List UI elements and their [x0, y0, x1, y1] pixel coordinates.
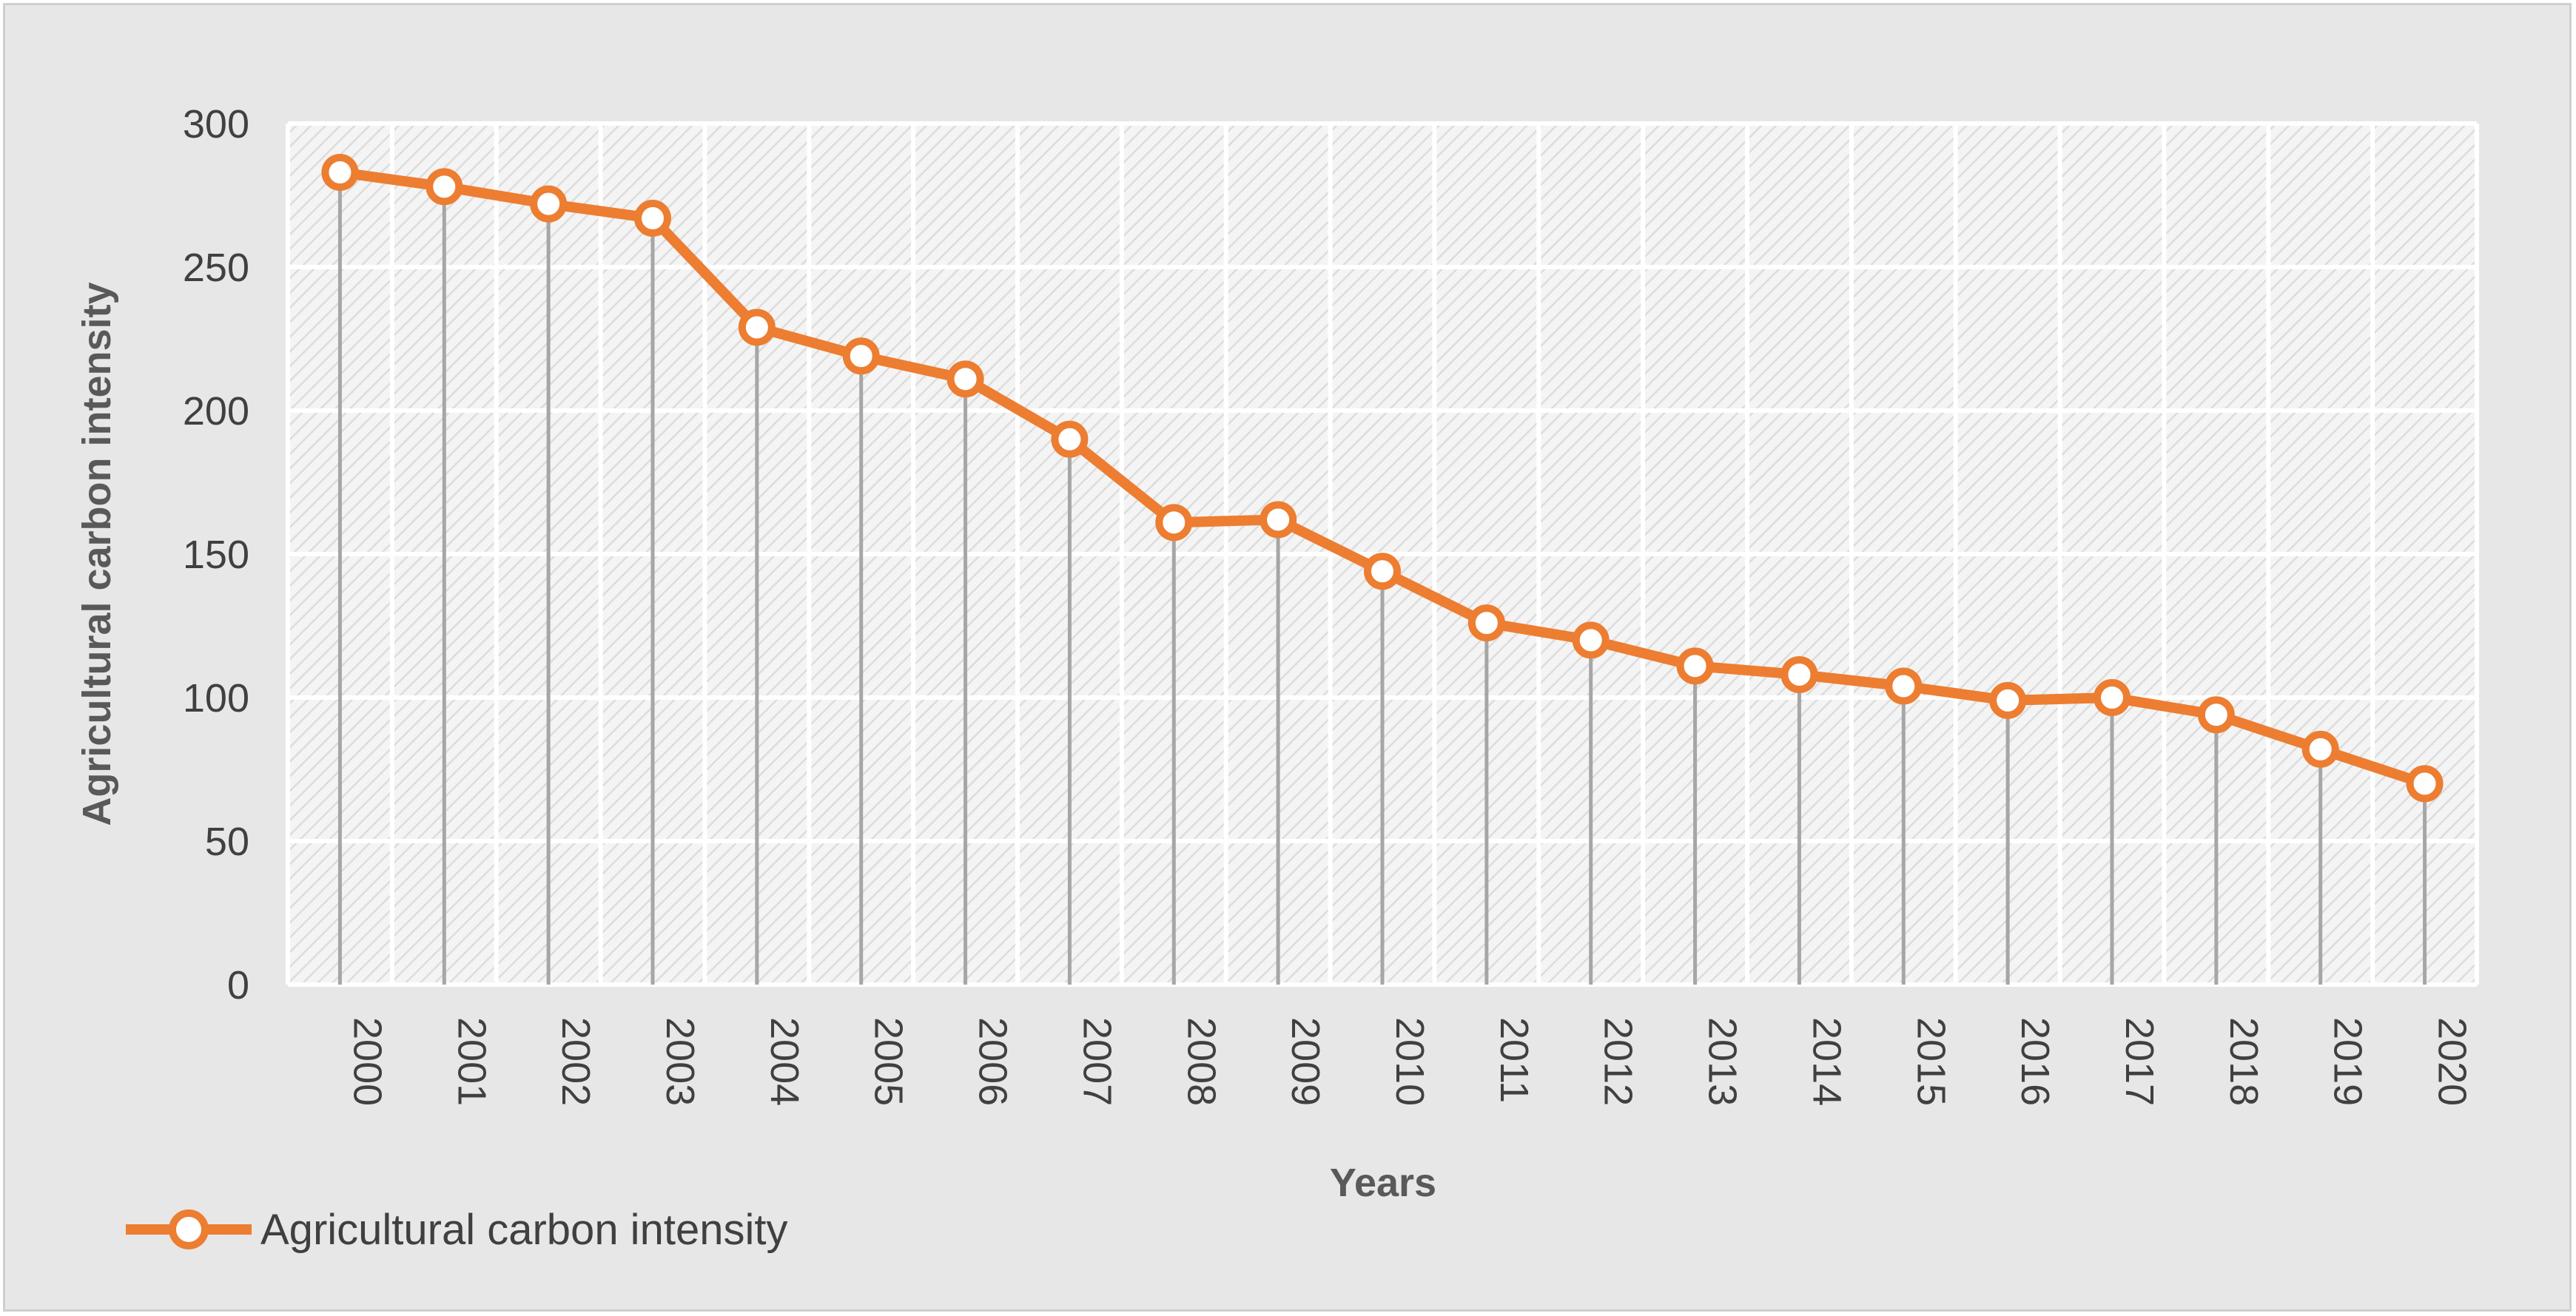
x-tick-label: 2019	[2326, 1017, 2370, 1106]
data-point	[842, 337, 880, 375]
data-point	[1051, 420, 1089, 458]
data-point	[1467, 604, 1505, 642]
y-tick-label: 0	[227, 963, 249, 1008]
x-tick-label: 2005	[867, 1017, 911, 1106]
data-point	[634, 200, 671, 237]
y-tick-label: 150	[183, 533, 249, 577]
y-axis-title: Agricultural carbon intensity	[75, 282, 119, 826]
data-point	[1989, 681, 2027, 719]
data-point	[1780, 655, 1818, 693]
y-axis-ticks: 0 50 100 150 200 250 300	[183, 102, 249, 1008]
x-tick-label: 2006	[971, 1017, 1015, 1106]
x-tick-label: 2004	[762, 1017, 807, 1106]
x-tick-label: 2017	[2117, 1017, 2162, 1106]
data-point	[2197, 696, 2235, 734]
x-tick-label: 2010	[1388, 1017, 1432, 1106]
x-tick-label: 2009	[1283, 1017, 1328, 1106]
data-point	[1260, 501, 1297, 539]
data-point	[1572, 621, 1610, 659]
x-tick-label: 2001	[449, 1017, 494, 1106]
data-point	[1364, 553, 1401, 590]
x-axis-title: Years	[1330, 1161, 1436, 1205]
data-point	[2301, 730, 2339, 768]
x-tick-label: 2018	[2222, 1017, 2266, 1106]
data-point	[946, 360, 984, 398]
x-tick-label: 2016	[2013, 1017, 2057, 1106]
x-tick-label: 2013	[1701, 1017, 1745, 1106]
y-tick-label: 250	[183, 246, 249, 290]
data-point	[426, 168, 463, 206]
data-point	[2094, 679, 2131, 716]
x-tick-label: 2002	[554, 1017, 598, 1106]
drop-lines	[337, 172, 2427, 985]
x-tick-label: 2015	[1909, 1017, 1953, 1106]
x-tick-label: 2000	[345, 1017, 389, 1106]
data-point	[2406, 765, 2444, 803]
series-group	[321, 153, 2444, 803]
x-axis-ticks: 2000 2001 2002 2003 2004 2005 2006 2007 2008 2009…	[345, 1017, 2474, 1106]
y-tick-label: 200	[183, 389, 249, 433]
x-tick-label: 2011	[1492, 1017, 1536, 1103]
legend: Agricultural carbon intensity	[126, 1206, 787, 1254]
gridlines-vertical	[286, 124, 2479, 985]
legend-label: Agricultural carbon intensity	[260, 1206, 787, 1254]
legend-marker-swatch	[169, 1209, 209, 1249]
x-tick-label: 2020	[2430, 1017, 2475, 1106]
data-point	[1676, 647, 1714, 685]
chart-frame: 0 50 100 150 200 250 300 2000 2001 2002 2003 2004 2…	[3, 3, 2572, 1312]
data-point	[530, 185, 568, 223]
x-tick-label: 2007	[1075, 1017, 1119, 1106]
data-point	[738, 308, 776, 346]
y-tick-label: 100	[183, 676, 249, 721]
x-tick-label: 2012	[1596, 1017, 1641, 1106]
x-tick-label: 2003	[658, 1017, 702, 1106]
x-tick-label: 2014	[1804, 1017, 1849, 1106]
y-tick-label: 300	[183, 102, 249, 146]
y-tick-label: 50	[205, 820, 249, 864]
x-tick-label: 2008	[1179, 1017, 1223, 1106]
data-point	[1885, 667, 1923, 705]
data-point	[1155, 504, 1193, 541]
data-point	[321, 153, 359, 191]
